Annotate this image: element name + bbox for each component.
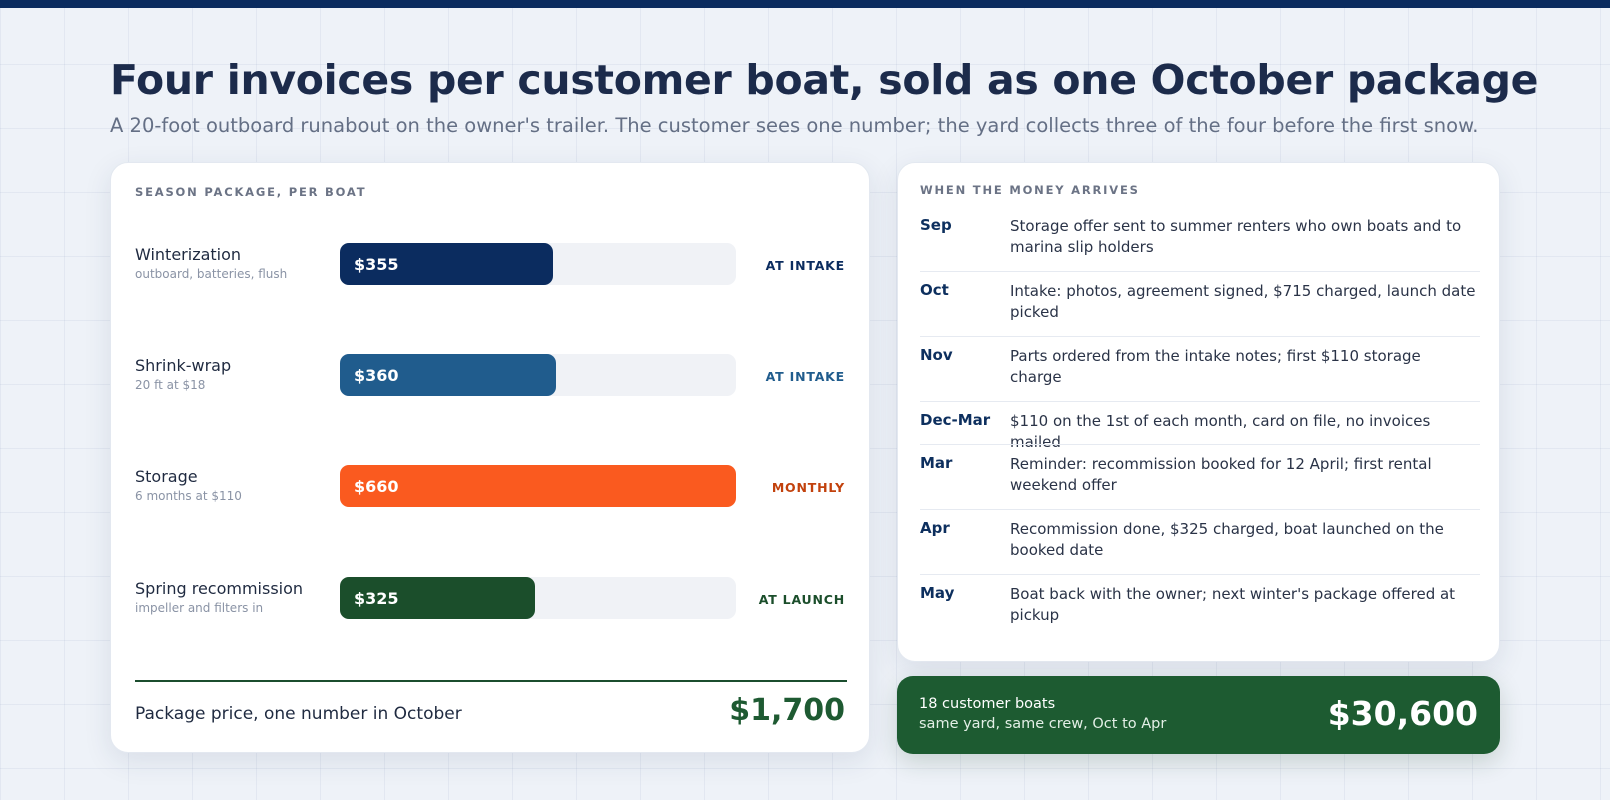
timeline-month: Nov <box>920 346 953 364</box>
timeline-month: Mar <box>920 454 953 472</box>
total-label: Package price, one number in October <box>135 704 462 724</box>
timeline-text: Parts ordered from the intake notes; fir… <box>1010 347 1421 386</box>
category-description: impeller and filters in <box>135 601 264 615</box>
bar: $660 <box>340 465 736 507</box>
bar-value-label: $355 <box>354 254 399 274</box>
money-timeline-card: WHEN THE MONEY ARRIVES Sep Storage offer… <box>897 162 1500 662</box>
timing-label: AT INTAKE <box>765 369 845 384</box>
total-value: $1,700 <box>729 693 845 728</box>
timeline-separator <box>920 271 1480 272</box>
timeline-text: Recommission done, $325 charged, boat la… <box>1010 520 1444 559</box>
timeline-title: WHEN THE MONEY ARRIVES <box>920 183 1140 197</box>
timeline-month: May <box>920 584 955 602</box>
bar-value-label: $325 <box>354 588 399 608</box>
category-label: Storage <box>135 467 198 486</box>
fleet-summary-banner: 18 customer boats same yard, same crew, … <box>897 676 1500 754</box>
top-accent-bar <box>0 0 1610 8</box>
bar-track: $355 <box>340 243 736 285</box>
timeline-text: Intake: photos, agreement signed, $715 c… <box>1010 282 1476 321</box>
timeline-separator <box>920 509 1480 510</box>
timeline-text: Boat back with the owner; next winter's … <box>1010 585 1456 624</box>
timing-label: AT LAUNCH <box>758 592 845 607</box>
category-label: Spring recommission <box>135 579 304 598</box>
bar-track: $325 <box>340 577 736 619</box>
bar-value-label: $660 <box>354 476 399 496</box>
summary-line-1: 18 customer boats <box>919 696 1056 712</box>
page-title: Four invoices per customer boat, sold as… <box>110 56 1539 104</box>
bar-track: $360 <box>340 354 736 396</box>
timeline-separator <box>920 444 1480 445</box>
category-description: 20 ft at $18 <box>135 378 206 392</box>
timeline-text: Storage offer sent to summer renters who… <box>1010 217 1462 256</box>
timeline-month: Apr <box>920 519 950 537</box>
bar: $360 <box>340 354 556 396</box>
timing-label: AT INTAKE <box>765 258 845 273</box>
category-label: Shrink-wrap <box>135 356 232 375</box>
category-description: 6 months at $110 <box>135 489 242 503</box>
bar-track: $660 <box>340 465 736 507</box>
total-divider <box>135 680 847 682</box>
category-description: outboard, batteries, flush <box>135 267 288 281</box>
timeline-separator <box>920 336 1480 337</box>
season-package-card: SEASON PACKAGE, PER BOAT Winterization o… <box>110 162 870 753</box>
bar: $325 <box>340 577 535 619</box>
timeline-month: Dec-Mar <box>920 411 991 429</box>
timeline-separator <box>920 401 1480 402</box>
category-label: Winterization <box>135 245 242 264</box>
bar-value-label: $360 <box>354 365 399 385</box>
timeline-text: $110 on the 1st of each month, card on f… <box>1010 412 1431 451</box>
timeline-separator <box>920 574 1480 575</box>
page-subtitle: A 20-foot outboard runabout on the owner… <box>110 114 1479 137</box>
timeline-month: Sep <box>920 216 952 234</box>
timeline-month: Oct <box>920 281 949 299</box>
timing-label: MONTHLY <box>771 480 845 495</box>
summary-line-2: same yard, same crew, Oct to Apr <box>919 716 1167 732</box>
bar: $355 <box>340 243 553 285</box>
timeline-text: Reminder: recommission booked for 12 Apr… <box>1010 455 1432 494</box>
chart-title: SEASON PACKAGE, PER BOAT <box>135 185 367 199</box>
summary-value: $30,600 <box>1327 694 1478 733</box>
